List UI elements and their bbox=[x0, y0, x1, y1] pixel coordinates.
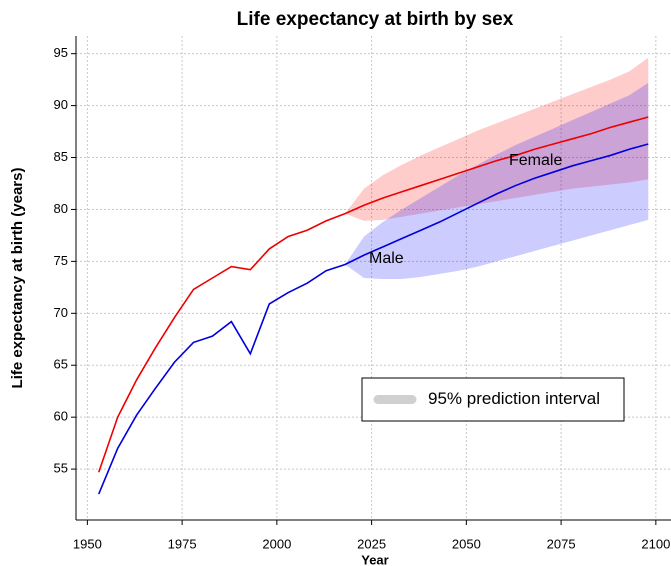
y-tick-label: 75 bbox=[54, 253, 68, 268]
x-tick-label: 2000 bbox=[262, 536, 291, 551]
series-label: Female bbox=[509, 152, 562, 169]
x-tick-label: 2100 bbox=[641, 536, 670, 551]
y-tick-label: 70 bbox=[54, 305, 68, 320]
y-tick-label: 60 bbox=[54, 409, 68, 424]
legend: 95% prediction interval bbox=[361, 377, 625, 422]
x-tick-label: 2025 bbox=[357, 536, 386, 551]
y-tick-label: 90 bbox=[54, 97, 68, 112]
y-axis-label: Life expectancy at birth (years) bbox=[9, 168, 26, 389]
x-tick-label: 2050 bbox=[452, 536, 481, 551]
x-tick-label: 1975 bbox=[168, 536, 197, 551]
x-tick-label: 2075 bbox=[547, 536, 576, 551]
y-tick-label: 95 bbox=[54, 45, 68, 60]
series-label: Male bbox=[369, 250, 404, 267]
chart-title: Life expectancy at birth by sex bbox=[237, 9, 514, 30]
prediction-band bbox=[345, 57, 649, 221]
y-tick-label: 65 bbox=[54, 357, 68, 372]
x-tick-label: 1950 bbox=[73, 536, 102, 551]
y-tick-label: 80 bbox=[54, 201, 68, 216]
y-tick-label: 85 bbox=[54, 149, 68, 164]
y-tick-label: 55 bbox=[54, 461, 68, 476]
x-axis-label: Year bbox=[361, 552, 388, 566]
legend-label: 95% prediction interval bbox=[428, 389, 600, 408]
series-line bbox=[97, 143, 649, 495]
series-line bbox=[97, 116, 649, 473]
